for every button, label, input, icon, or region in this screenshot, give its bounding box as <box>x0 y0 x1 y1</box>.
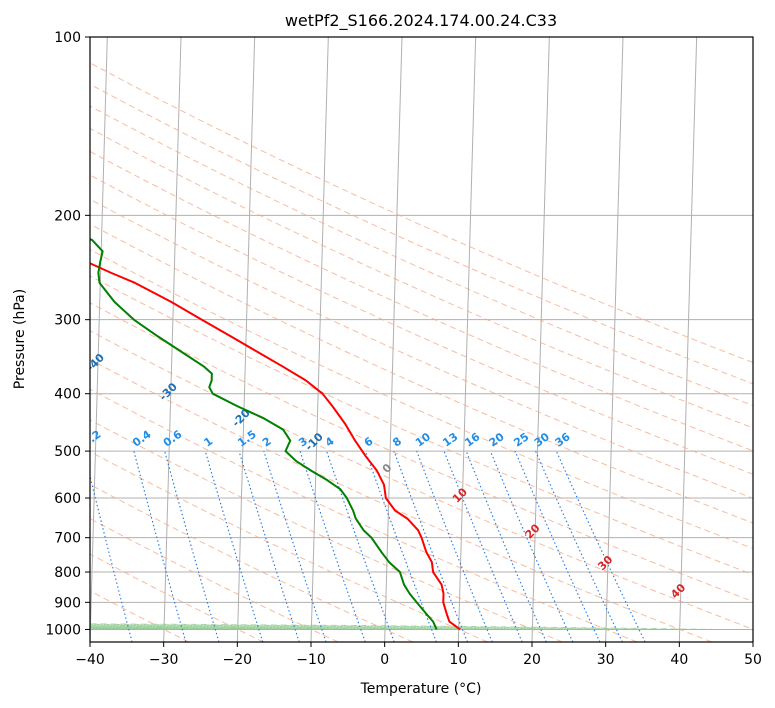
mixing-ratio-label: 0.6 <box>161 428 185 450</box>
y-tick-label: 700 <box>54 531 81 547</box>
isotherm-line <box>384 37 403 642</box>
mixing-ratio-line <box>263 450 327 642</box>
dry-adiabat-line <box>90 62 753 364</box>
mixing-ratio-label: 30 <box>532 430 552 450</box>
isotherm-line <box>531 37 550 642</box>
y-tick-label: 500 <box>54 444 81 460</box>
x-tick-label: 0 <box>380 652 389 668</box>
isotherm-label: 40 <box>668 581 688 601</box>
mixing-ratio-line <box>204 450 264 642</box>
x-tick-label: 30 <box>597 652 615 668</box>
isotherm-label: 0 <box>380 461 395 476</box>
mixing-ratio-line <box>555 450 646 642</box>
isotherm-label: -30 <box>157 380 180 403</box>
dry-adiabat-line <box>90 223 753 524</box>
y-tick-label: 900 <box>54 595 81 611</box>
x-tick-label: 50 <box>744 652 762 668</box>
y-tick-label: 800 <box>54 565 81 581</box>
dry-adiabat-line <box>90 388 638 642</box>
mixing-ratio-line <box>299 450 366 642</box>
isotherm-line <box>678 37 698 642</box>
mixing-ratio-label: 6 <box>362 434 376 449</box>
isotherm-line <box>752 624 753 642</box>
mixing-ratio-line <box>489 450 574 642</box>
dry-adiabat-line <box>90 590 190 642</box>
mixing-ratio-line <box>416 450 493 642</box>
x-tick-label: −20 <box>223 652 253 668</box>
y-tick-label: 400 <box>54 387 81 403</box>
mixing-ratio-label: 20 <box>487 430 507 450</box>
chart-title: wetPf2_S166.2024.174.00.24.C33 <box>285 11 557 31</box>
mixing-ratio-label: 8 <box>390 435 404 450</box>
plot-area: 0.1 0.2 0.4 0.6 1 1.5 2 3 4 6 8 10 13 16 20 25 30 36-40-3… <box>33 37 753 642</box>
mixing-ratio-line <box>465 450 547 642</box>
y-axis-title: Pressure (hPa) <box>12 289 28 389</box>
y-tick-label: 200 <box>54 208 81 224</box>
dry-adiabat-line <box>90 198 753 499</box>
mixing-ratio-line <box>133 450 187 642</box>
dry-adiabat-line <box>90 83 753 385</box>
mixing-ratio-label: 1.5 <box>235 428 258 450</box>
mixing-ratio-label: 13 <box>440 430 460 449</box>
dry-adiabat-line <box>90 174 753 475</box>
dewpoint-profile <box>90 238 438 630</box>
x-tick-label: −10 <box>296 652 326 668</box>
dry-adiabat-line <box>90 105 753 407</box>
y-tick-label: 300 <box>54 313 81 329</box>
mixing-ratio-label: 4 <box>323 434 337 449</box>
isotherm-line <box>457 37 477 642</box>
isotherm-label: -40 <box>84 351 107 374</box>
mixing-ratio-line <box>514 450 601 642</box>
x-tick-label: 40 <box>670 652 688 668</box>
mixing-ratio-label: 0.1 <box>33 428 56 450</box>
moist-adiabat-line <box>90 623 680 630</box>
mixing-ratio-label: 16 <box>462 430 482 450</box>
x-tick-label: −30 <box>149 652 179 668</box>
dry-adiabat-line <box>90 483 414 642</box>
isotherm-line <box>163 37 182 642</box>
isotherm-label: -20 <box>230 406 253 429</box>
isotherm-label: 20 <box>523 521 543 541</box>
plot-frame <box>89 36 754 643</box>
dry-adiabat-line <box>90 553 264 642</box>
isotherm-label: 10 <box>450 485 470 505</box>
mixing-ratio-label: 1 <box>202 435 216 450</box>
mixing-ratio-line <box>364 450 437 642</box>
dry-adiabat-line <box>90 358 712 642</box>
moist-adiabat-line <box>90 624 643 630</box>
dry-adiabat-line <box>90 150 753 452</box>
y-tick-label: 600 <box>54 491 81 507</box>
dry-adiabat-line <box>90 419 563 642</box>
mixing-ratio-line <box>90 474 133 642</box>
mixing-ratio-label: 36 <box>553 430 573 450</box>
isotherm-line <box>236 37 256 642</box>
y-tick-label: 100 <box>54 30 81 46</box>
mixing-ratio-line <box>164 450 220 642</box>
x-axis: −40 −30 −20 −10 0 10 20 30 40 50 <box>75 642 762 668</box>
y-tick-label: 1000 <box>45 622 81 638</box>
mixing-ratio-label: 10 <box>413 430 433 450</box>
x-tick-label: −40 <box>75 652 105 668</box>
y-axis: 100 200 300 400 500 600 700 800 900 1000 <box>45 30 90 638</box>
moist-adiabat-line <box>90 623 717 630</box>
x-axis-title: Temperature (°C) <box>360 681 482 697</box>
dry-adiabat-line <box>90 518 339 642</box>
isotherm-label: 30 <box>595 553 615 573</box>
mixing-ratio-label: 0.2 <box>80 428 103 450</box>
moist-adiabat-line <box>90 625 570 630</box>
isotherm-line <box>605 37 624 642</box>
mixing-ratio-line <box>393 450 469 642</box>
dry-adiabat-line <box>90 249 753 550</box>
mixing-ratio-line <box>326 450 395 642</box>
dry-adiabat-line <box>90 451 488 642</box>
isotherm-label: -10 <box>303 430 326 453</box>
mixing-ratio-line <box>443 450 523 642</box>
mixing-ratio-label: 0.4 <box>130 428 154 450</box>
isotherm-line <box>90 37 108 642</box>
mixing-ratio-line <box>238 450 300 642</box>
x-tick-label: 20 <box>523 652 541 668</box>
temperature-profile <box>90 262 461 631</box>
x-tick-label: 10 <box>449 652 467 668</box>
